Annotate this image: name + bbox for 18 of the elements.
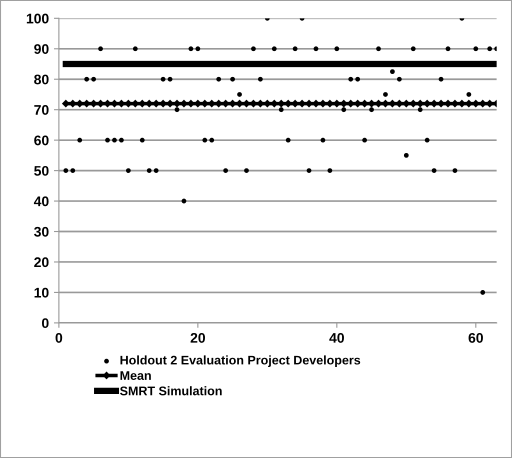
legend-label: SMRT Simulation (120, 386, 222, 396)
legend-label: Mean (120, 371, 151, 380)
x-tick-label: 20 (190, 332, 206, 343)
y-tick-label: 0 (42, 318, 49, 328)
y-tick-label: 70 (34, 105, 49, 115)
y-tick-label: 90 (34, 44, 49, 54)
y-tick-label: 40 (34, 196, 49, 206)
x-tick-label: 60 (468, 332, 483, 343)
legend-label: Holdout 2 Evaluation Project Developers (120, 355, 360, 368)
x-tick-label: 40 (329, 332, 344, 343)
y-tick-label: 60 (34, 135, 49, 146)
x-tick-label: 0 (56, 332, 62, 343)
y-tick-label: 50 (34, 166, 49, 176)
y-tick-label: 80 (34, 74, 49, 84)
y-tick-label: 100 (26, 14, 49, 24)
y-tick-label: 30 (34, 226, 49, 237)
y-tick-label: 20 (34, 257, 49, 268)
y-tick-label: 10 (34, 288, 49, 298)
